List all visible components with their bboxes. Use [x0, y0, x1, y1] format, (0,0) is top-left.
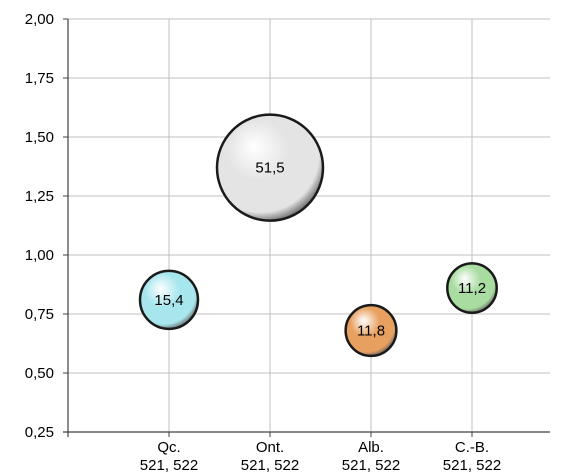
x-tick-codes-alb: 521, 522 — [342, 457, 400, 474]
bubble-label-ont: 51,5 — [255, 160, 284, 177]
x-tick-label-cb: C.-B. — [455, 439, 489, 456]
y-tick-label: 0,50 — [25, 365, 54, 382]
y-tick-label: 1,00 — [25, 247, 54, 264]
y-tick-label: 1,75 — [25, 70, 54, 87]
y-axis-tick-labels: 2,00 1,75 1,50 1,25 1,00 0,75 0,50 0,25 — [25, 11, 54, 441]
y-tick-label: 0,25 — [25, 424, 54, 441]
gridlines — [68, 19, 550, 432]
y-tick-label: 0,75 — [25, 306, 54, 323]
x-tick-label-ont: Ont. — [256, 439, 284, 456]
y-tick-label: 1,25 — [25, 188, 54, 205]
bubble-label-alb: 11,8 — [357, 323, 385, 340]
y-tick-label: 2,00 — [25, 11, 54, 28]
axes — [63, 19, 550, 437]
y-tick-label: 1,50 — [25, 129, 54, 146]
x-tick-codes-qc: 521, 522 — [140, 457, 198, 474]
bubbles: 15,4 51,5 11,8 11,2 — [140, 115, 497, 356]
bubble-label-cb: 11,2 — [458, 280, 486, 297]
x-tick-codes-cb: 521, 522 — [443, 457, 501, 474]
x-tick-label-alb: Alb. — [358, 439, 384, 456]
x-tick-codes-ont: 521, 522 — [241, 457, 299, 474]
bubble-label-qc: 15,4 — [154, 292, 183, 309]
x-tick-label-qc: Qc. — [157, 439, 180, 456]
